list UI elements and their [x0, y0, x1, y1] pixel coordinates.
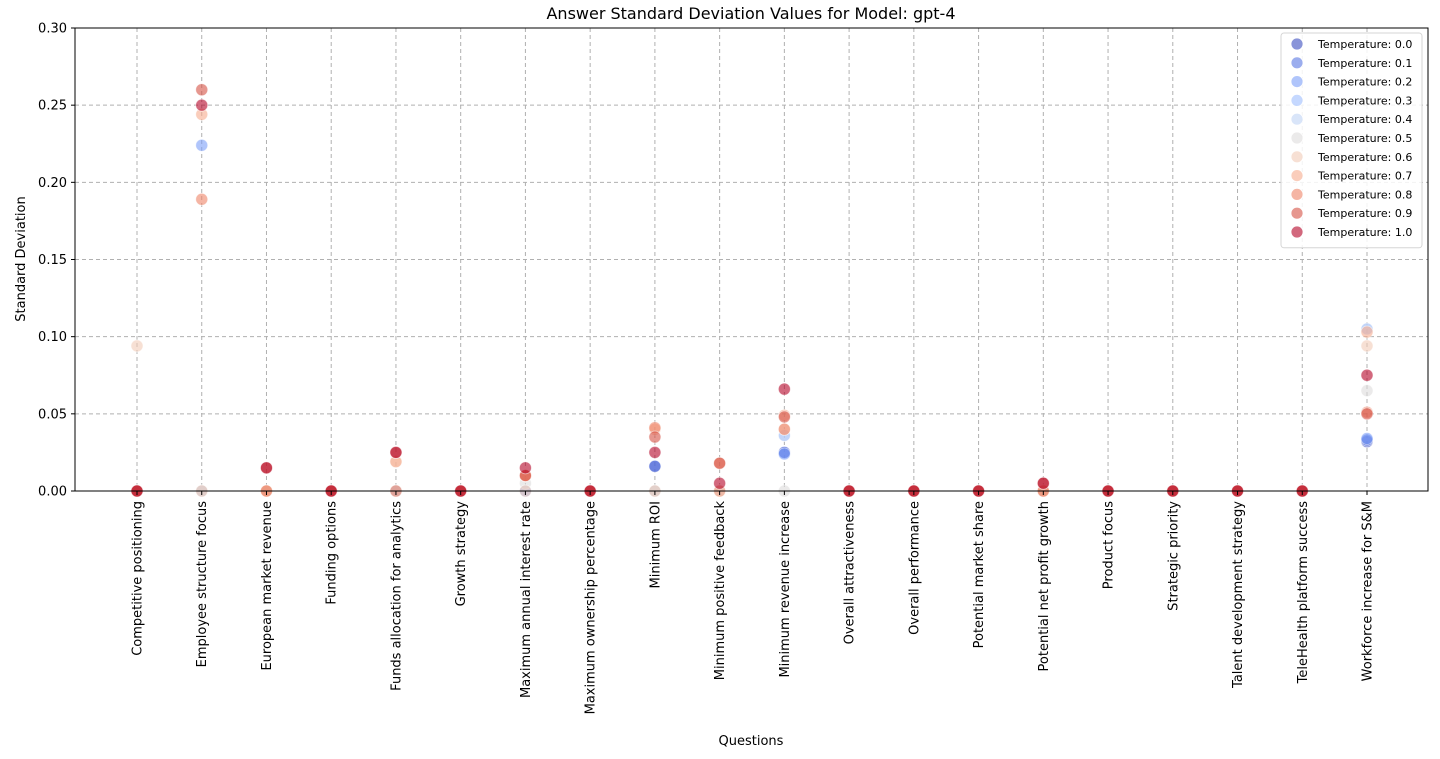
x-tick-label: Competitive positioning	[131, 501, 146, 656]
data-point	[130, 339, 144, 353]
chart-legend: Temperature: 0.0 Temperature: 0.1 Temperat…	[1280, 32, 1423, 249]
y-tick-label: 0.10	[38, 330, 67, 345]
data-point	[648, 459, 662, 473]
data-point	[195, 83, 209, 97]
data-point	[777, 382, 791, 396]
x-tick-label: Potential net profit growth	[1037, 501, 1052, 671]
y-axis-ticks: 0.00 0.05 0.10 0.15 0.20 0.25 0.30	[38, 22, 75, 500]
x-tick-label: Growth strategy	[454, 501, 469, 607]
x-tick-label: Workforce increase for S&M	[1361, 501, 1376, 681]
x-tick-label: Strategic priority	[1166, 501, 1181, 611]
chart-title: Answer Standard Deviation Values for Mod…	[546, 4, 955, 23]
x-tick-label: Overall attractiveness	[843, 501, 858, 645]
x-tick-label: Maximum annual interest rate	[519, 501, 534, 698]
x-tick-label: Maximum ownership percentage	[584, 501, 599, 714]
legend-box	[1280, 32, 1423, 249]
y-tick-label: 0.05	[38, 407, 67, 422]
x-tick-label: Overall performance	[907, 501, 922, 635]
legend-label: Temperature: 0.4	[1317, 113, 1412, 126]
data-point	[1036, 476, 1050, 490]
x-tick-label: Funding options	[325, 501, 340, 605]
legend-label: Temperature: 0.6	[1317, 151, 1412, 164]
y-axis-label: Standard Deviation	[14, 196, 29, 321]
y-tick-label: 0.15	[38, 253, 67, 268]
x-tick-label: TeleHealth platform success	[1296, 501, 1311, 685]
data-point	[648, 446, 662, 459]
legend-marker	[1290, 56, 1304, 70]
data-point	[1360, 368, 1374, 382]
legend-marker	[1290, 75, 1304, 88]
data-point	[1360, 384, 1374, 398]
data-point	[1360, 432, 1374, 445]
legend-marker	[1290, 131, 1304, 145]
legend-label: Temperature: 0.2	[1317, 76, 1412, 89]
legend-marker	[1290, 37, 1304, 51]
legend-label: Temperature: 1.0	[1317, 226, 1412, 239]
data-point	[713, 476, 727, 490]
legend-label: Temperature: 0.1	[1317, 57, 1412, 70]
x-tick-label: Potential market share	[972, 501, 987, 648]
x-tick-label: Talent development strategy	[1231, 501, 1246, 689]
y-tick-label: 0.25	[38, 99, 67, 114]
legend-label: Temperature: 0.9	[1317, 207, 1412, 220]
x-tick-label: Minimum positive feedback	[713, 501, 728, 681]
legend-label: Temperature: 0.5	[1317, 132, 1412, 145]
grid-lines	[75, 28, 1428, 491]
x-tick-label: European market revenue	[260, 501, 275, 671]
legend-label: Temperature: 0.3	[1317, 94, 1412, 107]
y-tick-label: 0.00	[38, 485, 67, 500]
legend-marker	[1290, 169, 1304, 183]
data-points	[130, 83, 1374, 498]
legend-label: Temperature: 0.8	[1317, 188, 1412, 201]
legend-marker	[1290, 112, 1304, 126]
legend-label: Temperature: 0.7	[1317, 170, 1412, 183]
legend-marker	[1290, 187, 1304, 201]
x-axis-ticks: Competitive positioning Employee structur…	[131, 491, 1376, 714]
data-point	[1360, 339, 1374, 353]
y-tick-label: 0.30	[38, 22, 67, 37]
data-point	[1360, 407, 1374, 421]
legend-marker	[1290, 206, 1304, 220]
data-point	[195, 138, 209, 152]
data-point	[260, 461, 273, 475]
data-point	[713, 456, 727, 470]
x-tick-label: Funds allocation for analytics	[389, 501, 404, 691]
data-point	[777, 410, 791, 424]
data-point	[777, 447, 791, 461]
data-point	[195, 98, 209, 112]
x-tick-label: Employee structure focus	[195, 501, 210, 668]
data-point	[519, 461, 532, 475]
y-tick-label: 0.20	[38, 176, 67, 191]
data-point	[777, 422, 791, 436]
data-point	[1360, 325, 1374, 339]
data-point	[648, 430, 662, 444]
x-tick-label: Minimum ROI	[648, 501, 663, 588]
x-tick-label: Product focus	[1102, 501, 1117, 589]
data-point	[195, 192, 209, 206]
x-tick-label: Minimum revenue increase	[778, 501, 793, 678]
legend-marker	[1290, 150, 1304, 164]
legend-label: Temperature: 0.0	[1317, 38, 1412, 51]
legend-marker	[1290, 225, 1304, 239]
data-point	[389, 446, 403, 459]
x-axis-label: Questions	[719, 734, 784, 749]
legend-marker	[1290, 94, 1304, 107]
